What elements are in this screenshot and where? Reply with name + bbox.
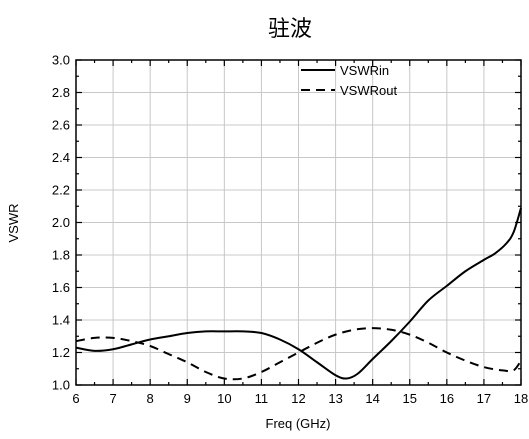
y-tick-label: 3.0 [52,53,70,68]
y-tick-label: 1.4 [52,313,70,328]
x-tick-label: 10 [217,391,231,406]
x-tick-label: 16 [440,391,454,406]
grid [76,60,521,385]
y-tick-label: 1.6 [52,280,70,295]
x-axis-tick-labels: 6 7 8 9 10 11 12 13 14 15 16 17 18 [72,391,528,406]
y-tick-label: 2.4 [52,150,70,165]
y-tick-label: 2.8 [52,85,70,100]
series-line-vswrin [75,207,522,380]
x-tick-label: 9 [184,391,191,406]
x-tick-label: 6 [72,391,79,406]
x-tick-label: 18 [514,391,528,406]
y-tick-label: 1.2 [52,345,70,360]
x-tick-label: 12 [291,391,305,406]
axis-ticks [75,59,522,386]
x-tick-label: 14 [365,391,379,406]
x-axis-label: Freq (GHz) [266,416,331,431]
series-line-vswrout [75,327,522,381]
chart-title: 驻波 [268,17,312,42]
y-axis-label: VSWR [6,204,21,243]
x-tick-label: 7 [109,391,116,406]
y-tick-label: 2.2 [52,183,70,198]
y-axis-tick-labels: 1.0 1.2 1.4 1.6 1.8 2.0 2.2 2.4 2.6 2.8 3.0 [52,53,70,393]
y-tick-label: 2.6 [52,118,70,133]
x-tick-label: 15 [403,391,417,406]
legend-label-vswrin: VSWRin [340,63,389,78]
legend-label-vswrout: VSWRout [340,83,397,98]
x-tick-label: 11 [255,391,269,406]
series-layer [75,207,522,381]
x-tick-label: 8 [147,391,154,406]
y-tick-label: 1.0 [52,378,70,393]
y-tick-label: 2.0 [52,215,70,230]
legend: VSWRin VSWRout [301,63,397,98]
x-tick-label: 17 [477,391,491,406]
x-tick-label: 13 [328,391,342,406]
y-tick-label: 1.8 [52,248,70,263]
